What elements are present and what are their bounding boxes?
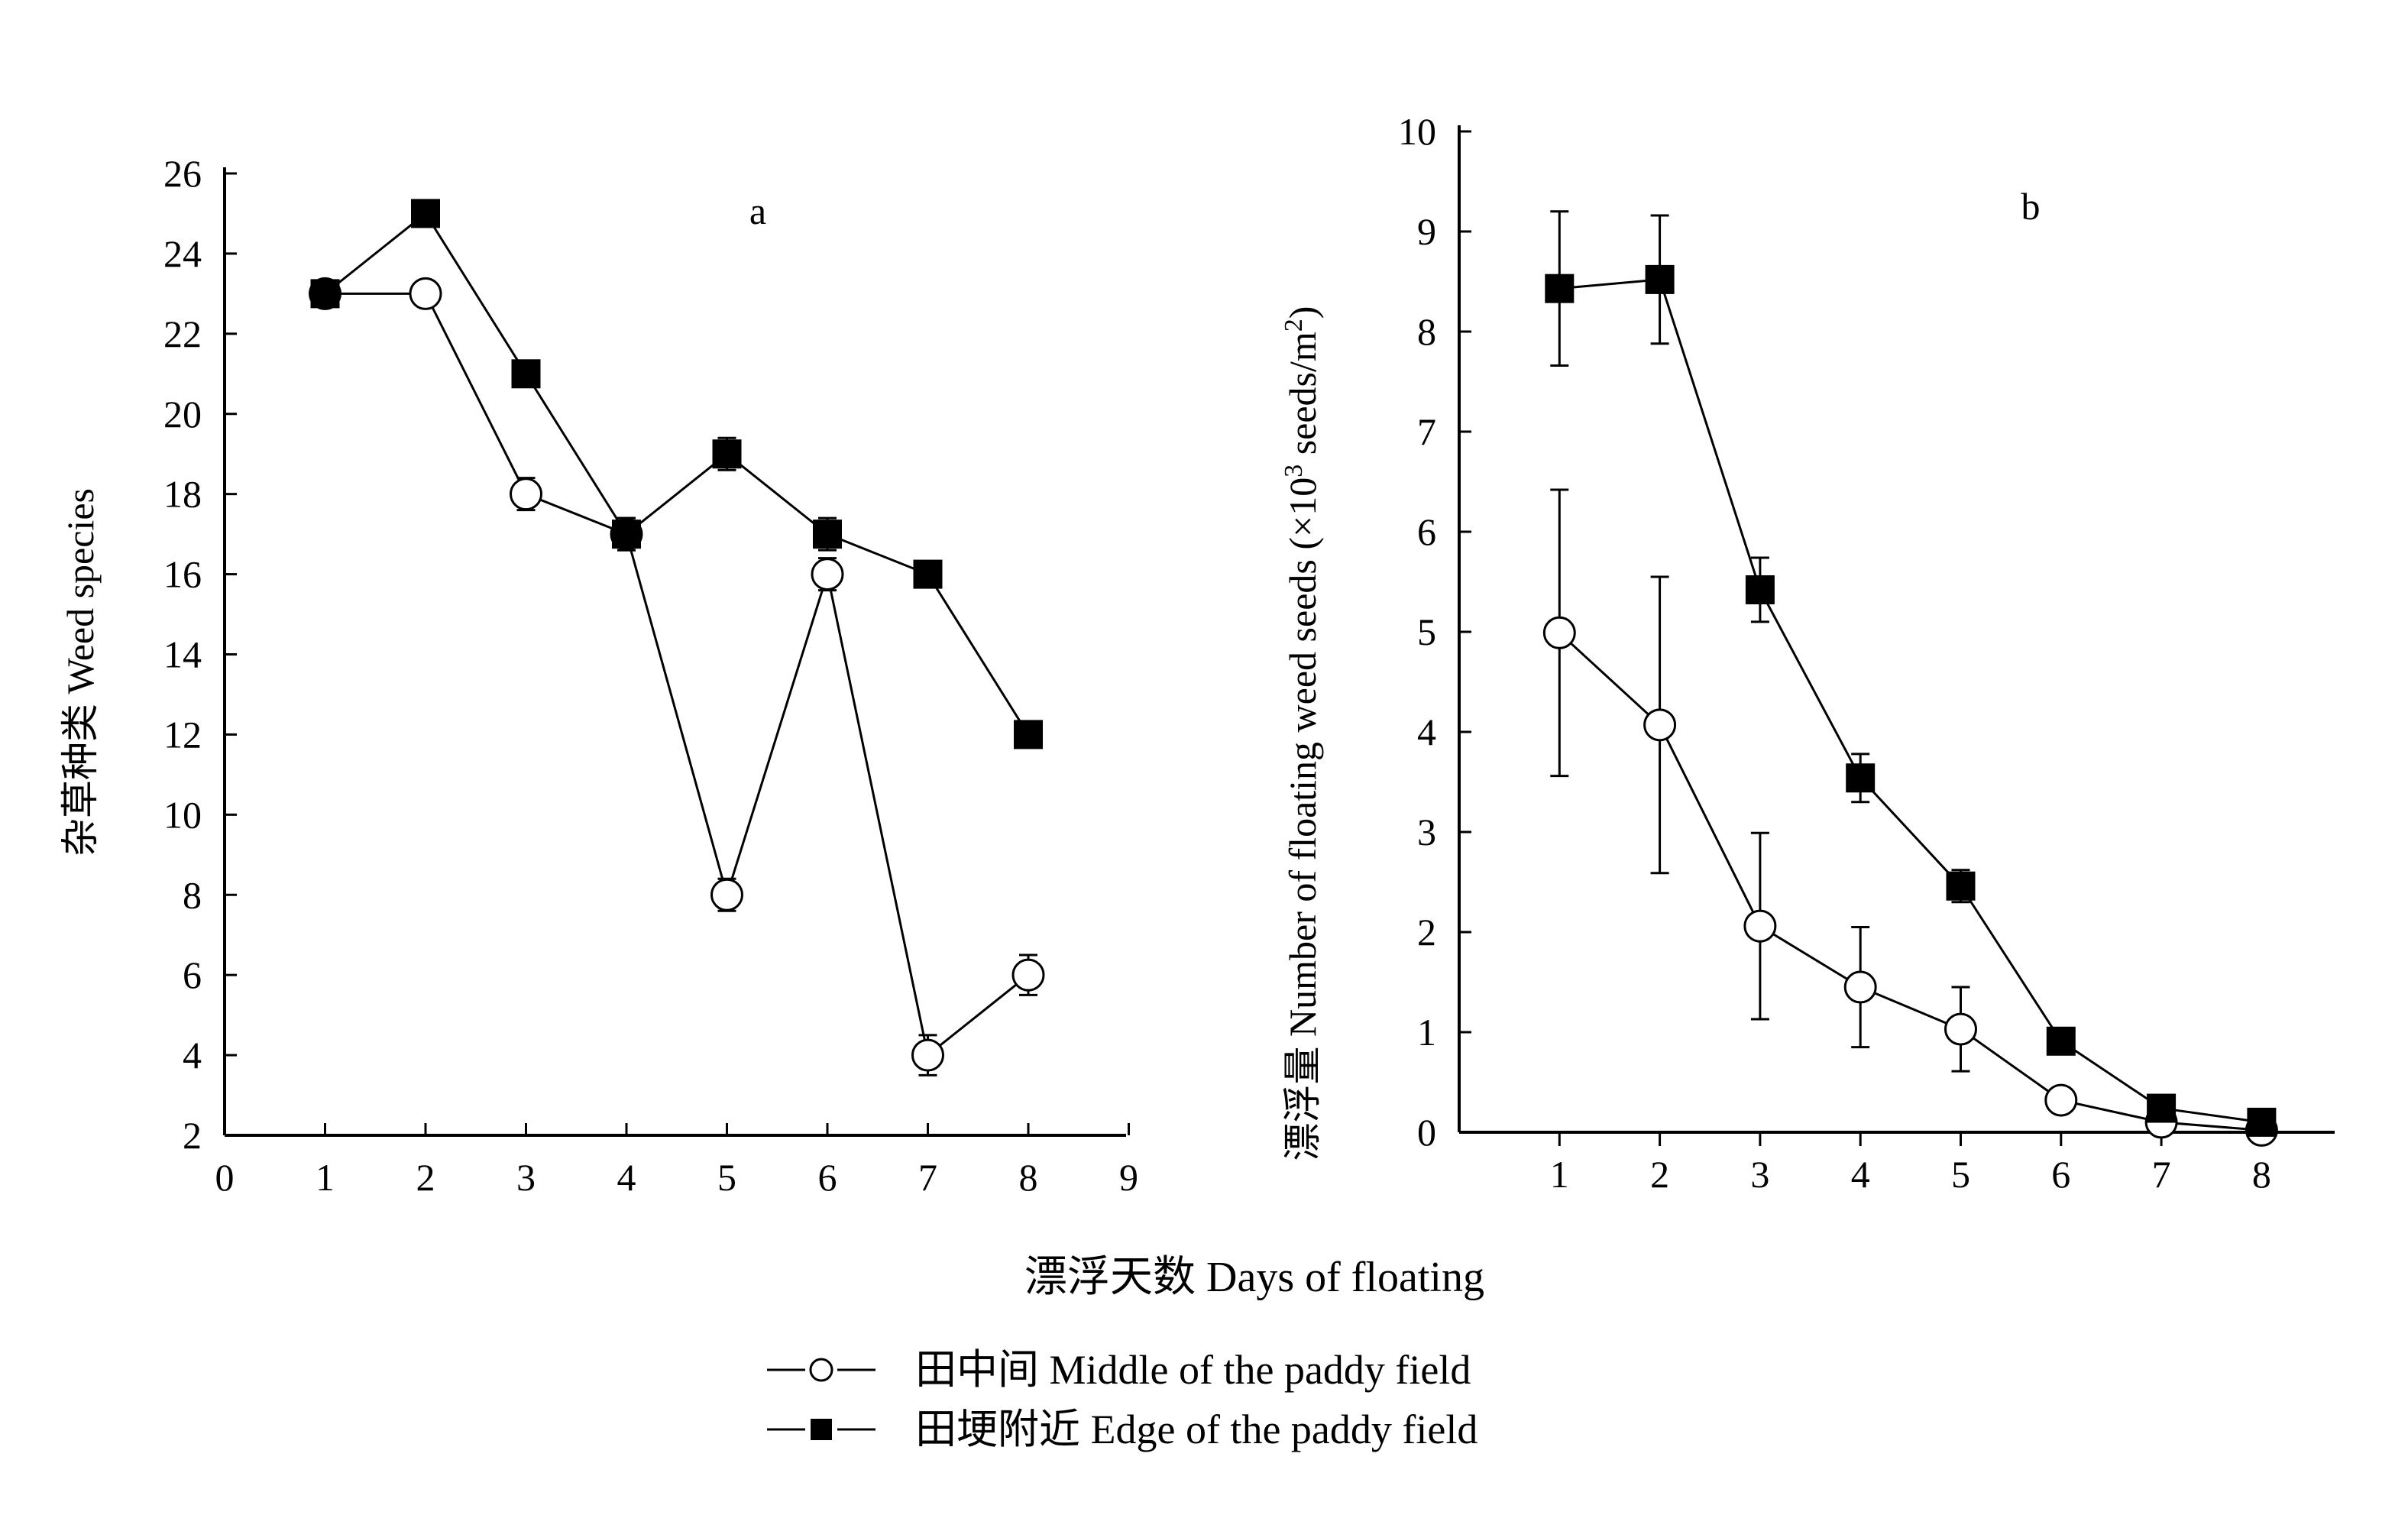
legend-open-circle-marker	[809, 1358, 833, 1382]
y-tick-label: 5	[1417, 610, 1436, 653]
x-tick-label: 9	[1119, 1156, 1138, 1199]
y-tick-label: 7	[1417, 410, 1436, 453]
legend-entry-edge: 田埂附近 Edge of the paddy field	[767, 1407, 1477, 1452]
series-line-edge	[1559, 278, 2262, 1124]
y-tick-label: 14	[163, 633, 202, 676]
series-line-middle	[1558, 632, 2262, 1131]
data-point-filled-square	[511, 359, 541, 389]
legend-label-edge: 田埂附近 Edge of the paddy field	[915, 1407, 1477, 1452]
y-tick-label: 6	[183, 953, 202, 996]
x-tick-label: 2	[416, 1156, 435, 1199]
data-point-filled-square	[1545, 274, 1575, 303]
panel-a-y-axis-title: 杂草种类 Weed species	[59, 488, 102, 856]
panel-b-y-axis-title: 漂浮量 Number of floating weed seeds (×103 …	[1280, 306, 1325, 1161]
data-point-open-circle	[1643, 708, 1677, 742]
data-point-filled-square	[813, 520, 842, 549]
data-point-filled-square	[1745, 575, 1775, 604]
data-point-open-circle	[409, 277, 442, 310]
x-tick-label: 1	[1550, 1153, 1569, 1196]
data-point-open-circle	[510, 478, 542, 511]
x-tick-label: 7	[918, 1156, 937, 1199]
x-tick-label: 3	[1750, 1153, 1769, 1196]
series-line-middle	[325, 292, 1029, 1057]
x-tick-label: 4	[1851, 1153, 1870, 1196]
x-tick-label: 6	[818, 1156, 837, 1199]
data-point-open-circle	[1944, 1012, 1977, 1046]
data-point-filled-square	[1014, 720, 1043, 749]
data-point-filled-square	[913, 559, 943, 589]
y-tick-label: 8	[1417, 310, 1436, 353]
legend-entry-middle: 田中间 Middle of the paddy field	[767, 1347, 1471, 1393]
y-tick-label: 8	[183, 873, 202, 916]
data-point-open-circle	[710, 878, 743, 911]
data-point-open-circle	[911, 1038, 944, 1072]
x-tick-label: 5	[1951, 1153, 1970, 1196]
x-tick-label: 8	[1019, 1156, 1038, 1199]
legend: 田中间 Middle of the paddy field 田埂附近 Edge …	[767, 1347, 1477, 1452]
data-point-filled-square	[1645, 264, 1675, 294]
data-point-open-circle	[1743, 909, 1777, 943]
x-tick-label: 7	[2152, 1153, 2171, 1196]
y-tick-label: 6	[1417, 510, 1436, 553]
y-tick-label: 20	[163, 393, 202, 435]
data-point-filled-square	[310, 279, 340, 309]
y-tick-label: 12	[163, 713, 202, 756]
x-tick-label: 5	[717, 1156, 736, 1199]
x-tick-label: 3	[516, 1156, 536, 1199]
panel-b-letter: b	[2021, 185, 2041, 228]
data-point-open-circle	[2044, 1083, 2078, 1117]
panel-b-y-axis-title-sup1: 3	[1280, 465, 1308, 478]
x-tick-label: 2	[1650, 1153, 1669, 1196]
data-point-open-circle	[1011, 958, 1045, 992]
data-point-open-circle	[1542, 616, 1576, 649]
data-point-filled-square	[2147, 1093, 2177, 1123]
panel-b-y-axis-title-end: )	[1281, 306, 1324, 319]
data-point-filled-square	[2247, 1107, 2277, 1137]
x-tick-label: 1	[316, 1156, 335, 1199]
legend-filled-square-marker	[811, 1419, 832, 1440]
data-point-open-circle	[811, 558, 844, 591]
y-tick-label: 9	[1417, 210, 1436, 253]
legend-label-middle: 田中间 Middle of the paddy field	[915, 1347, 1471, 1393]
panel-b-y-axis-title-main: 漂浮量 Number of floating weed seeds (×10	[1281, 478, 1324, 1161]
y-tick-label: 26	[163, 152, 202, 195]
panel-b-y-axis-title-units: seeds/m	[1281, 332, 1324, 465]
y-tick-label: 0	[1417, 1111, 1436, 1154]
y-tick-label: 3	[1417, 811, 1436, 853]
x-tick-label: 8	[2252, 1153, 2271, 1196]
y-tick-label: 1	[1417, 1011, 1436, 1054]
y-tick-label: 10	[1398, 110, 1436, 153]
y-tick-label: 2	[1417, 911, 1436, 953]
data-point-filled-square	[1946, 871, 1976, 901]
y-tick-label: 22	[163, 312, 202, 355]
data-point-filled-square	[2046, 1026, 2076, 1056]
panel-b-chart: 0 1 2 3 4 5 6 7 8 9 10 1 2 3 4 5 6 7 8	[1398, 110, 2335, 1196]
panel-b-y-axis-title-sup2: 2	[1280, 319, 1308, 332]
data-point-filled-square	[612, 520, 641, 549]
data-point-filled-square	[411, 199, 440, 228]
y-tick-label: 4	[183, 1034, 202, 1076]
y-tick-label: 10	[163, 793, 202, 836]
data-point-open-circle	[1843, 970, 1877, 1004]
shared-x-axis-title: 漂浮天数 Days of floating	[1024, 1254, 1484, 1301]
y-tick-label: 16	[163, 553, 202, 596]
data-point-filled-square	[1846, 763, 1876, 793]
series-line-edge	[324, 212, 1030, 736]
panel-a-letter: a	[749, 189, 766, 232]
y-tick-label: 18	[163, 473, 202, 516]
x-tick-label: 6	[2051, 1153, 2070, 1196]
y-tick-label: 24	[163, 232, 202, 275]
y-tick-label: 2	[183, 1114, 202, 1157]
data-point-filled-square	[712, 439, 742, 469]
x-tick-label: 4	[617, 1156, 636, 1199]
y-tick-label: 4	[1417, 711, 1436, 753]
x-tick-label: 0	[215, 1156, 235, 1199]
